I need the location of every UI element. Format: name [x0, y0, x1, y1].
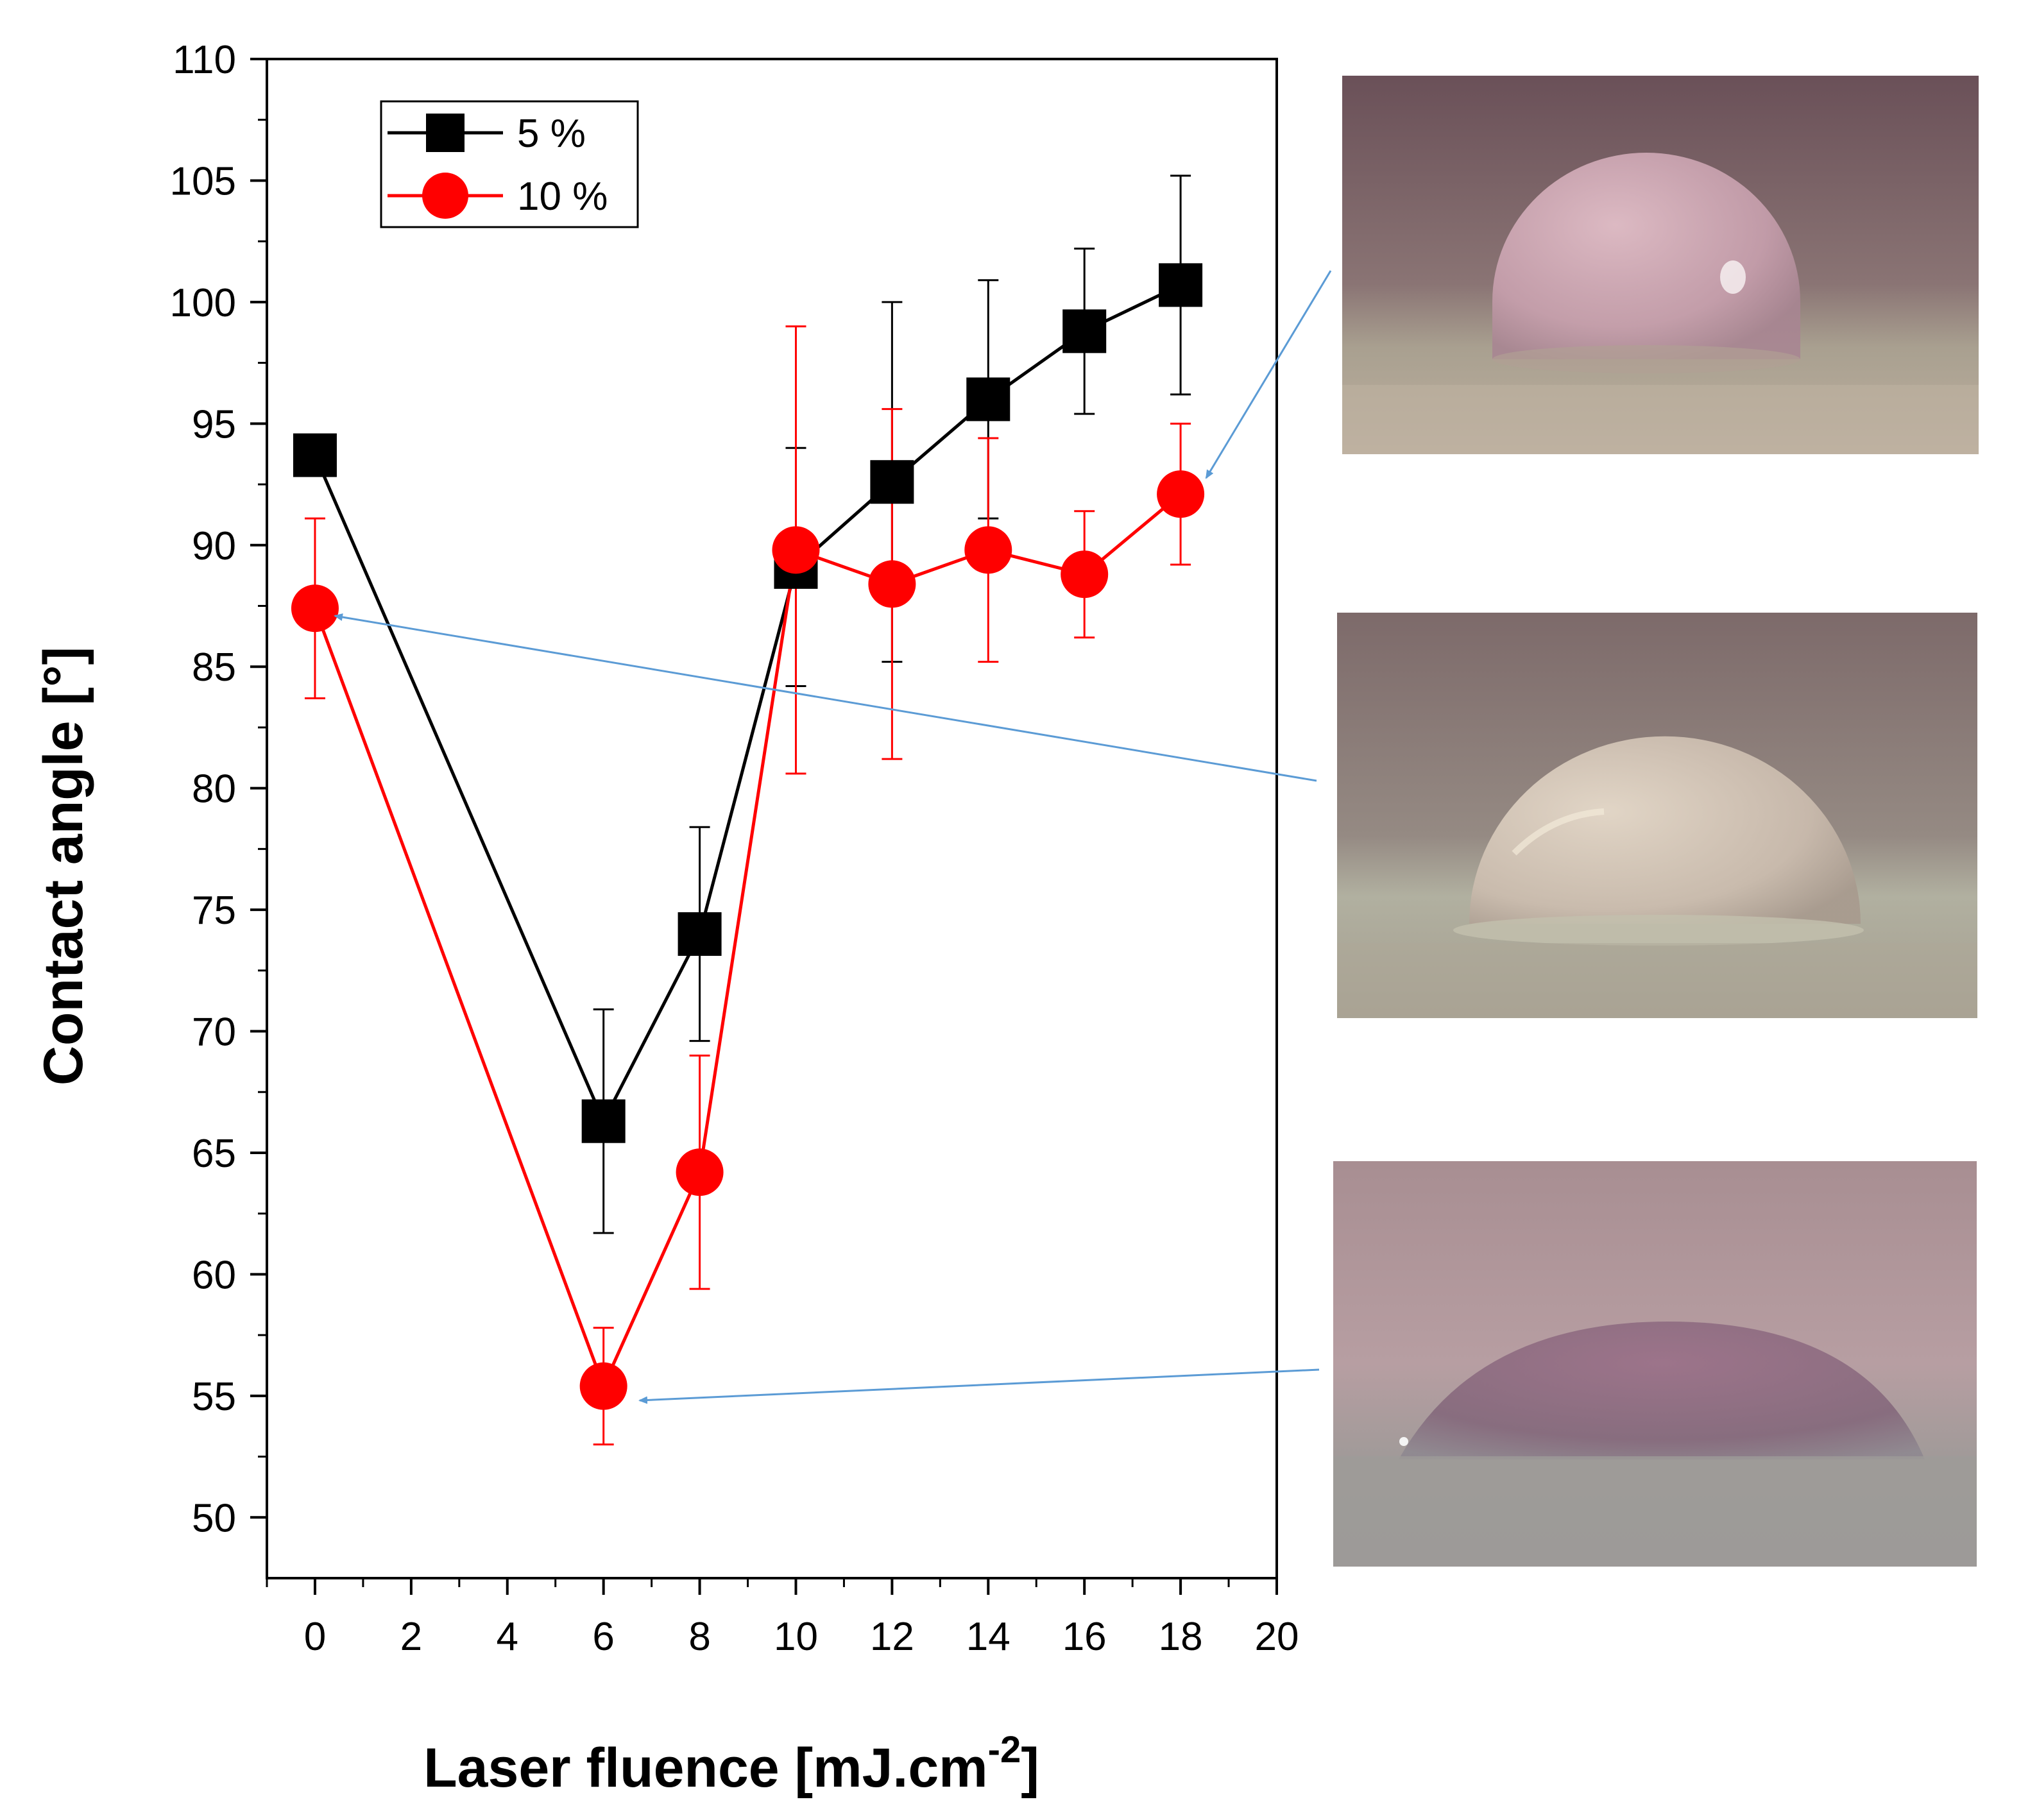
- data-point-0-4: [870, 460, 914, 504]
- legend-label-10: 10 %: [517, 174, 608, 219]
- legend-label-5: 5 %: [517, 112, 586, 156]
- x-axis-title-end: ]: [1021, 1737, 1039, 1799]
- data-point-1-2: [676, 1148, 724, 1196]
- y-tick-label-2: 60: [192, 1253, 236, 1297]
- droplet-photo-low: [1333, 1161, 1977, 1567]
- plot-frame: [266, 58, 1278, 1579]
- droplet-photo-high: [1342, 76, 1979, 454]
- data-point-1-0: [291, 584, 339, 633]
- arrow-to-10pct-6: [638, 1368, 1320, 1404]
- y-tick-label-11: 105: [170, 159, 236, 203]
- droplet-photo-low-glint: [1399, 1437, 1408, 1446]
- data-point-1-7: [1157, 470, 1205, 518]
- error-bars: [304, 174, 1191, 1446]
- y-tick-label-1: 55: [192, 1375, 236, 1419]
- data-point-0-7: [1159, 263, 1203, 307]
- series-layer: [291, 174, 1205, 1446]
- droplet-photo-mid: [1337, 613, 1977, 1018]
- legend-box: [380, 100, 639, 228]
- x-tick-label-9: 18: [1159, 1615, 1203, 1659]
- x-tick-label-3: 6: [592, 1615, 614, 1659]
- data-point-0-6: [1062, 309, 1107, 353]
- y-tick-label-9: 95: [192, 402, 236, 446]
- data-point-0-2: [678, 912, 722, 956]
- x-tick-label-2: 4: [497, 1615, 518, 1659]
- x-tick-label-5: 10: [774, 1615, 818, 1659]
- x-axis-title-main: Laser fluence [mJ.cm: [423, 1737, 987, 1799]
- x-tick-label-4: 8: [688, 1615, 710, 1659]
- data-point-0-0: [293, 433, 337, 477]
- y-tick-label-4: 70: [192, 1010, 236, 1055]
- x-tick-label-1: 2: [400, 1615, 422, 1659]
- y-tick-label-7: 85: [192, 645, 236, 690]
- data-point-1-6: [1061, 550, 1109, 599]
- y-tick-label-3: 65: [192, 1132, 236, 1176]
- legend-marker-10: [422, 173, 468, 219]
- x-tick-label-10: 20: [1255, 1615, 1299, 1659]
- data-point-1-1: [579, 1362, 627, 1410]
- y-tick-label-6: 80: [192, 767, 236, 812]
- data-point-1-4: [868, 560, 916, 608]
- data-point-0-1: [581, 1099, 626, 1143]
- y-axis: 50 55 60 65 70 75 80 85 90 95 100 105 110: [170, 38, 267, 1540]
- x-axis-title-sup: -2: [988, 1729, 1021, 1771]
- y-tick-label-5: 75: [192, 889, 236, 933]
- y-tick-label-0: 50: [192, 1496, 236, 1540]
- y-axis-title: Contact angle [°]: [33, 647, 94, 1085]
- data-point-0-5: [966, 377, 1010, 421]
- x-tick-label-8: 16: [1062, 1615, 1107, 1659]
- y-tick-label-12: 110: [173, 38, 236, 82]
- y-tick-label-8: 90: [192, 524, 236, 568]
- arrow-to-10pct-0: [334, 613, 1317, 782]
- x-axis-title: Laser fluence [mJ.cm-2]: [423, 1729, 1039, 1799]
- data-point-1-3: [772, 526, 820, 574]
- legend: 5 % 10 %: [380, 100, 639, 228]
- x-axis: 0 2 4 6 8 10 12 14 16 18 20: [266, 1578, 1299, 1659]
- data-point-1-5: [964, 526, 1012, 574]
- legend-marker-5: [426, 114, 465, 152]
- arrow-to-10pct-18: [1205, 270, 1332, 479]
- annotation-arrows: [334, 270, 1332, 1404]
- x-tick-label-6: 12: [870, 1615, 914, 1659]
- x-tick-label-0: 0: [304, 1615, 326, 1659]
- y-tick-label-10: 100: [170, 281, 236, 325]
- plot-area: 50 55 60 65 70 75 80 85 90 95 100 105 110 0 2 4 6 8 10 12 1…: [170, 38, 1299, 1659]
- x-tick-label-7: 14: [966, 1615, 1010, 1659]
- series-markers: [291, 263, 1205, 1410]
